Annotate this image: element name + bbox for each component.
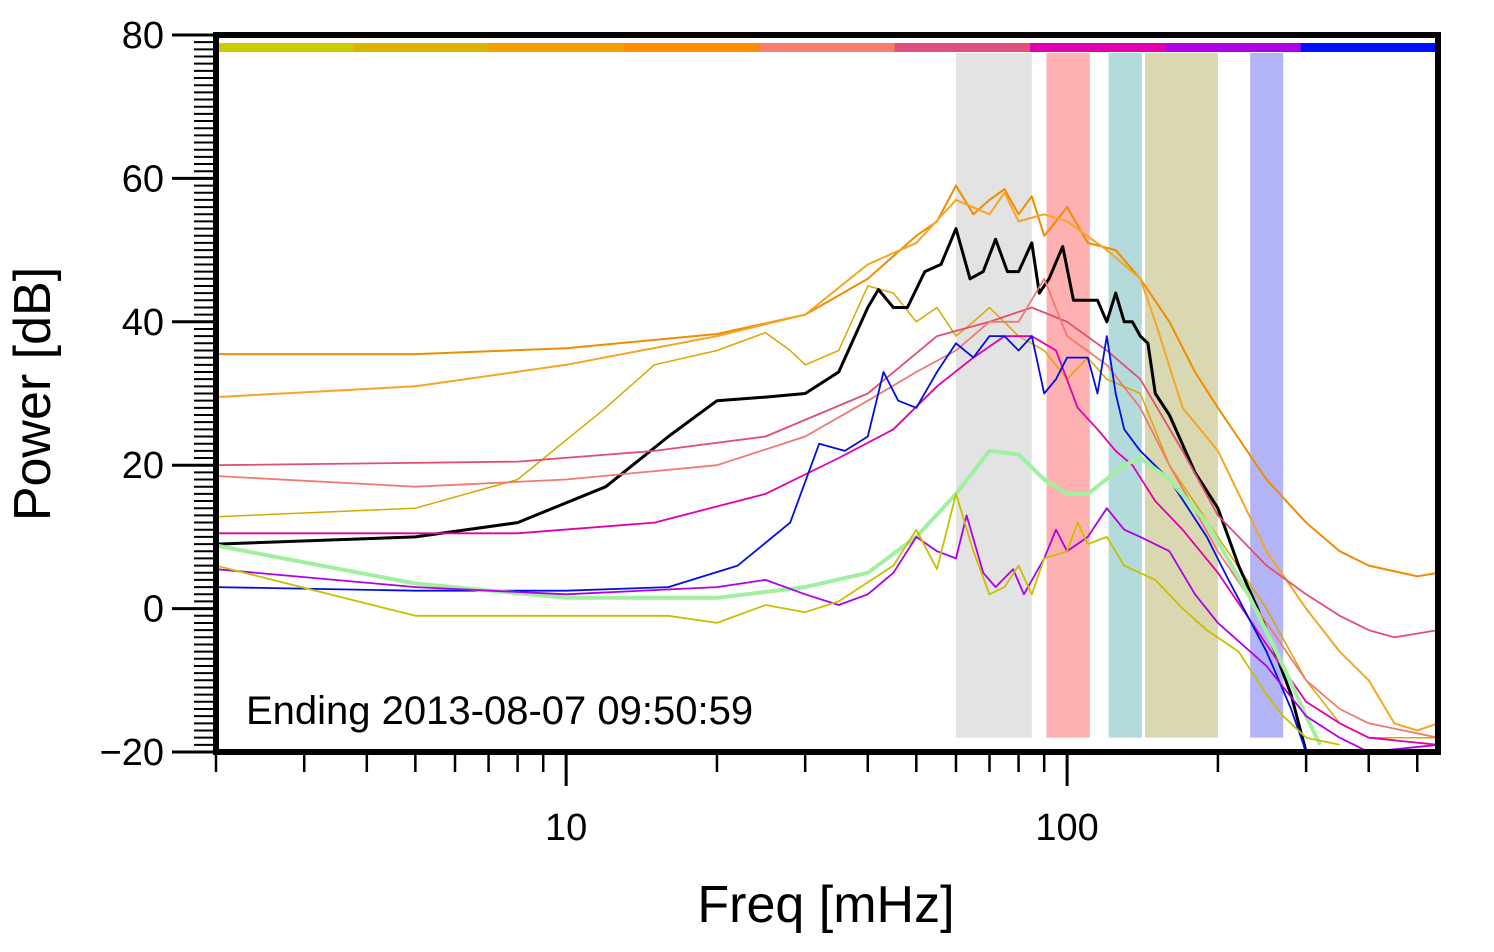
color-bar-segment-1 bbox=[353, 43, 490, 52]
top-color-bar bbox=[218, 43, 1437, 52]
series-line-9 bbox=[216, 507, 1438, 752]
y-tick-label: 20 bbox=[122, 445, 164, 487]
y-tick-label: 0 bbox=[143, 589, 164, 631]
series-lines bbox=[216, 184, 1438, 752]
y-tick-label: 40 bbox=[122, 302, 164, 344]
series-line-0 bbox=[216, 184, 1438, 578]
axis-ticks: −20 0 20 40 60 80 10 100 bbox=[100, 15, 1419, 849]
color-bar-segment-5 bbox=[894, 43, 1031, 52]
color-bar-segment-3 bbox=[624, 43, 760, 52]
series-line-10 bbox=[216, 493, 1340, 746]
series-line-1 bbox=[216, 191, 1438, 732]
color-bar-segment-8 bbox=[1300, 43, 1437, 52]
x-tick-label: 10 bbox=[545, 807, 587, 849]
color-bar-segment-7 bbox=[1165, 43, 1302, 52]
band-2 bbox=[1108, 53, 1142, 738]
series-line-5 bbox=[216, 277, 1438, 739]
y-tick-label: −20 bbox=[100, 732, 164, 774]
y-axis-title: Power [dB] bbox=[4, 267, 62, 521]
x-axis-title: Freq [mHz] bbox=[697, 876, 954, 934]
x-tick-label: 100 bbox=[1035, 807, 1098, 849]
y-tick-label: 60 bbox=[122, 158, 164, 200]
frequency-bands bbox=[955, 53, 1284, 738]
timestamp-annotation: Ending 2013-08-07 09:50:59 bbox=[246, 689, 753, 733]
y-tick-label: 80 bbox=[122, 15, 164, 57]
band-1 bbox=[1046, 53, 1090, 738]
color-bar-segment-4 bbox=[759, 43, 896, 52]
series-line-3 bbox=[216, 227, 1308, 752]
color-bar-segment-6 bbox=[1030, 43, 1166, 52]
series-line-8 bbox=[216, 448, 1322, 746]
color-bar-segment-2 bbox=[488, 43, 625, 52]
color-bar-segment-0 bbox=[218, 43, 354, 52]
series-line-6 bbox=[216, 335, 1438, 746]
band-0 bbox=[955, 53, 1032, 738]
series-line-7 bbox=[216, 335, 1307, 752]
series-line-4 bbox=[216, 306, 1438, 639]
